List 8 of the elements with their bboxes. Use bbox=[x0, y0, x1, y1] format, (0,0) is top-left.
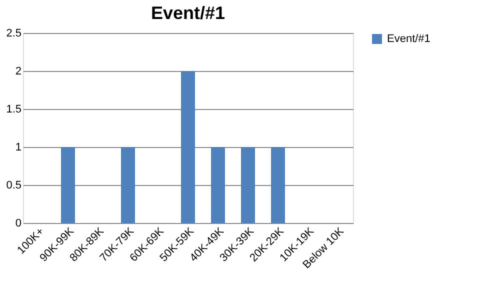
chart-title: Event/#1 bbox=[150, 3, 226, 23]
legend-label: Event/#1 bbox=[387, 33, 430, 45]
y-tick-label: 2.5 bbox=[6, 28, 22, 40]
y-tick-label: 0 bbox=[15, 218, 22, 230]
y-tick-label: 2 bbox=[15, 66, 22, 78]
y-tick-label: 1 bbox=[15, 142, 22, 154]
y-tick-label: 1.5 bbox=[6, 104, 22, 116]
y-tick-label: 0.5 bbox=[6, 180, 22, 192]
